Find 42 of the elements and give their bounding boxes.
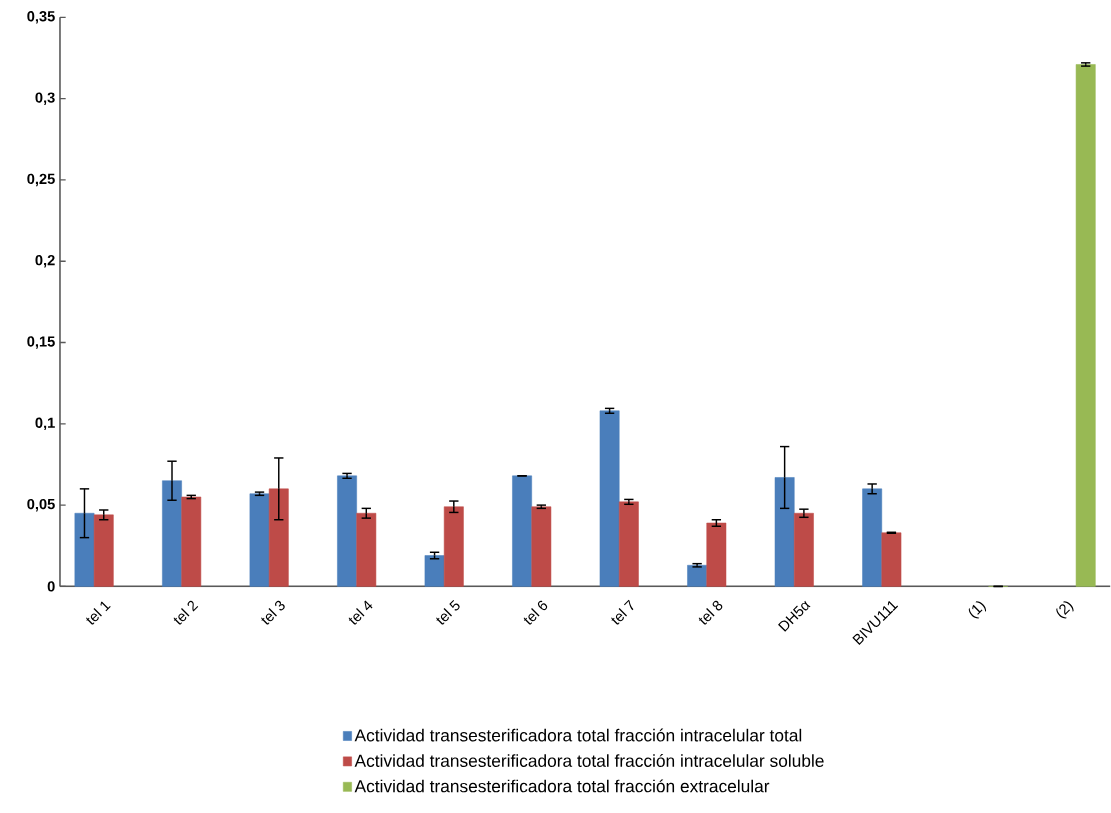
x-tick-label: tel 1	[86, 601, 111, 625]
x-tick-label: tel 2	[173, 600, 199, 625]
bar	[424, 555, 445, 587]
legend-label: Actividad transesterificadora total fracción intracelular soluble	[354, 754, 824, 767]
legend-label: Actividad transesterificadora total fracción intracelular total	[354, 728, 802, 742]
bar	[793, 512, 814, 587]
bar	[249, 493, 270, 587]
y-tick-label: 0,35	[27, 11, 55, 24]
bar	[74, 512, 95, 587]
bar	[774, 477, 795, 587]
bar	[337, 475, 357, 587]
bar	[531, 506, 552, 587]
bar	[706, 522, 727, 587]
bar	[162, 480, 182, 587]
bar	[862, 488, 883, 587]
x-tick-label: tel 7	[611, 599, 634, 625]
y-tick-label: 0,05	[27, 498, 55, 512]
x-tick-label: tel 6	[523, 600, 548, 625]
y-tick-label: 0,25	[27, 173, 55, 187]
bar	[356, 512, 377, 587]
bar	[1075, 64, 1096, 587]
x-tick-label: tel 5	[436, 600, 460, 625]
y-tick-label: 0,15	[27, 336, 55, 349]
y-tick-label: 0,3	[35, 92, 55, 105]
bar	[268, 488, 289, 587]
bar	[512, 475, 532, 587]
x-tick-label: (2)	[1056, 601, 1074, 619]
legend-label: Actividad transesterificadora total fracción extracelular	[354, 779, 770, 793]
bar	[599, 410, 620, 587]
bar	[443, 506, 464, 587]
bar	[181, 496, 202, 587]
bar	[93, 514, 114, 587]
y-tick-label: 0,1	[35, 417, 55, 431]
bar	[687, 565, 708, 587]
x-tick-label: tel 3	[261, 600, 285, 625]
x-tick-label: tel 4	[348, 600, 373, 625]
y-tick-label: 0	[47, 581, 55, 592]
y-tick-label: 0,2	[35, 254, 55, 268]
x-tick-label: (1)	[968, 601, 987, 619]
bar	[881, 532, 902, 587]
x-tick-label: tel 8	[698, 600, 723, 625]
bar	[618, 501, 639, 587]
